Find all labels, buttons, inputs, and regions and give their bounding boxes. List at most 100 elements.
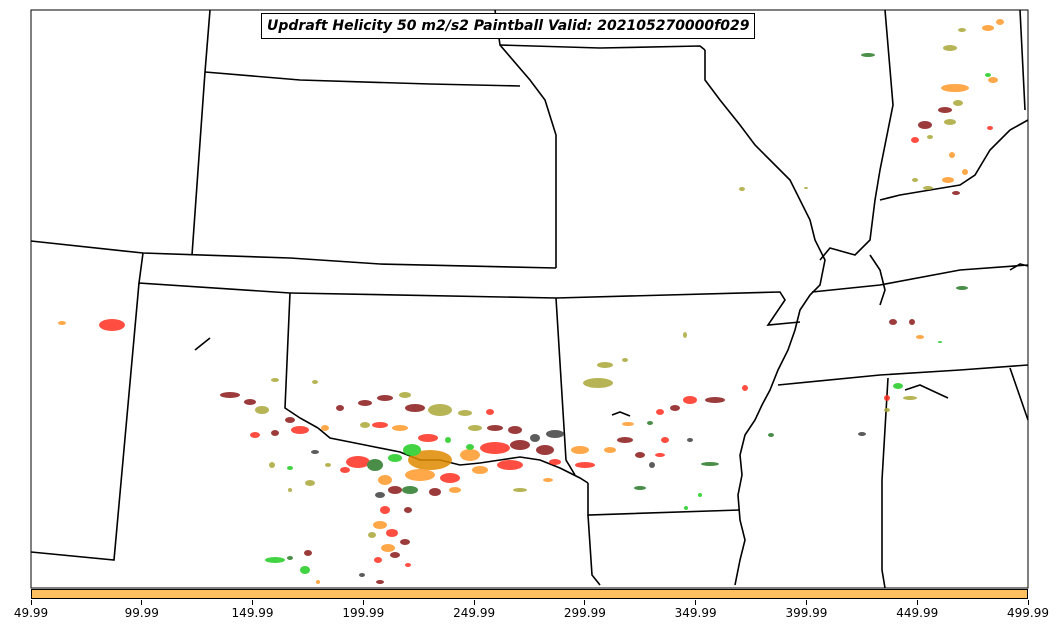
swath-blob bbox=[661, 437, 669, 443]
swath-blob bbox=[376, 580, 384, 584]
lake-shape-2 bbox=[611, 411, 631, 417]
swath-blob bbox=[321, 425, 329, 431]
oklahoma-east bbox=[555, 297, 576, 476]
swath-blob bbox=[381, 544, 395, 552]
swath-blob bbox=[374, 557, 382, 563]
swath-blob bbox=[861, 53, 875, 57]
swath-blob bbox=[305, 480, 315, 486]
swath-blob bbox=[291, 426, 309, 434]
swath-blob bbox=[445, 437, 451, 443]
swath-blob bbox=[359, 573, 365, 577]
colorbar-tick bbox=[252, 600, 254, 605]
swath-blob bbox=[884, 395, 890, 401]
swath-blob bbox=[377, 395, 393, 401]
swath-blob bbox=[949, 152, 955, 158]
map-frame bbox=[30, 9, 1029, 589]
swath-blob bbox=[497, 460, 523, 470]
swath-blob bbox=[549, 459, 561, 465]
swath-blob bbox=[378, 475, 392, 485]
swath-blob bbox=[285, 417, 295, 423]
swath-blob bbox=[543, 478, 553, 482]
lake-shape bbox=[194, 337, 211, 351]
swath-blob bbox=[287, 556, 293, 560]
swath-blob bbox=[418, 434, 438, 442]
swath-blob bbox=[604, 447, 616, 453]
swath-blob bbox=[916, 335, 924, 339]
colorbar-tick-label: 199.99 bbox=[342, 606, 385, 620]
swath-blob bbox=[597, 362, 613, 368]
illinois-east bbox=[819, 9, 894, 261]
alabama-georgia bbox=[1009, 367, 1029, 421]
swath-blob bbox=[938, 107, 952, 113]
swath-blob bbox=[405, 469, 435, 481]
swath-blob bbox=[316, 580, 320, 584]
colorbar-tick bbox=[916, 600, 918, 605]
colorbar bbox=[31, 589, 1028, 599]
kentucky-tennessee bbox=[811, 264, 1029, 293]
colorbar-tick bbox=[141, 600, 143, 605]
swath-blob bbox=[466, 444, 474, 450]
mississippi-river bbox=[704, 50, 826, 586]
swath-blob bbox=[428, 404, 452, 416]
swath-blob bbox=[705, 397, 725, 403]
swath-blob bbox=[546, 430, 564, 438]
swath-blob bbox=[300, 566, 310, 574]
colorbar-tick bbox=[1027, 600, 1029, 605]
swath-blob bbox=[701, 462, 719, 466]
swath-blob bbox=[367, 459, 383, 471]
swath-blob bbox=[405, 563, 411, 567]
swath-blob bbox=[909, 319, 915, 325]
swath-blob bbox=[893, 383, 903, 389]
swath-blob bbox=[884, 408, 890, 412]
nebraska-north-line bbox=[204, 71, 521, 87]
swath-blob bbox=[392, 425, 408, 431]
swath-blob bbox=[635, 452, 645, 458]
swath-blob bbox=[265, 557, 285, 563]
swath-blob bbox=[400, 539, 410, 545]
swath-blob bbox=[656, 409, 664, 415]
swath-blob bbox=[988, 77, 998, 83]
swath-blob bbox=[575, 462, 595, 468]
swath-blob bbox=[952, 191, 960, 195]
paintball-swaths bbox=[58, 19, 1004, 584]
swath-blob bbox=[927, 135, 933, 139]
swath-blob bbox=[911, 137, 919, 143]
tennessee-river bbox=[869, 254, 886, 306]
swath-blob bbox=[358, 400, 372, 406]
swath-blob bbox=[487, 425, 503, 431]
swath-blob bbox=[510, 440, 530, 450]
swath-blob bbox=[340, 467, 350, 473]
colorbar-tick bbox=[362, 600, 364, 605]
kansas-east-line bbox=[494, 9, 557, 268]
colorbar-tick bbox=[695, 600, 697, 605]
map-title: Updraft Helicity 50 m2/s2 Paintball Vali… bbox=[261, 13, 756, 39]
swath-blob bbox=[460, 449, 480, 461]
swath-blob bbox=[287, 466, 293, 470]
colorbar-tick-label: 349.99 bbox=[674, 606, 717, 620]
swath-blob bbox=[508, 426, 522, 434]
swath-blob bbox=[903, 396, 917, 400]
ohio-river bbox=[879, 119, 1029, 201]
swath-blob bbox=[687, 438, 693, 442]
swath-blob bbox=[468, 425, 482, 431]
colorbar-tick-label: 399.99 bbox=[785, 606, 828, 620]
swath-blob bbox=[368, 532, 376, 538]
swath-blob bbox=[255, 406, 269, 414]
swath-blob bbox=[304, 550, 312, 556]
swath-blob bbox=[622, 358, 628, 362]
colorbar-tick-label: 249.99 bbox=[453, 606, 496, 620]
swath-blob bbox=[486, 409, 494, 415]
nebraska-kansas-line bbox=[289, 257, 557, 269]
swath-blob bbox=[530, 434, 540, 442]
swath-blob bbox=[571, 446, 589, 454]
state-boundaries bbox=[30, 9, 1029, 589]
swath-blob bbox=[250, 432, 260, 438]
swath-blob bbox=[962, 169, 968, 175]
swath-blob bbox=[325, 463, 331, 467]
swath-blob bbox=[536, 445, 554, 455]
swath-blob bbox=[982, 25, 994, 31]
lake-shape-3 bbox=[904, 384, 949, 399]
swath-blob bbox=[647, 421, 653, 425]
swath-blob bbox=[336, 405, 344, 411]
